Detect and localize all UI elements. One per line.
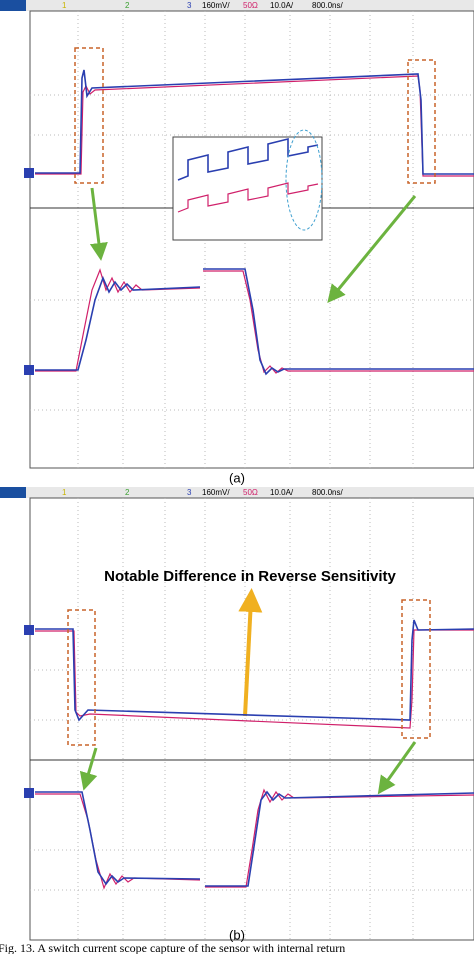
ch-marker	[24, 365, 34, 375]
highlight-box	[67, 609, 96, 746]
header-bar	[0, 487, 474, 498]
panel-label: (b)	[229, 927, 245, 942]
highlight-box	[401, 599, 431, 739]
arrow	[327, 195, 417, 303]
ch-marker	[24, 788, 34, 798]
ch-marker	[24, 625, 34, 635]
trace-red	[35, 629, 474, 729]
zoom-trace-blue	[205, 790, 474, 887]
ch3: 3	[187, 1, 192, 10]
zoom-trace-red	[205, 788, 474, 888]
screen	[29, 497, 474, 941]
ch2: 2	[125, 488, 130, 497]
inset-part	[177, 182, 319, 213]
arrow	[377, 741, 417, 795]
scale: 160mV/	[202, 488, 230, 497]
annotation: Notable Difference in Reverse Sensitivit…	[104, 568, 396, 585]
panel-a: 1 2 3 160mV/ 50Ω 10.0A/ 800.0ns/	[0, 0, 474, 485]
impedance: 50Ω	[243, 1, 258, 10]
inset	[172, 129, 323, 241]
scale: 10.0A/	[270, 1, 294, 10]
ch3: 3	[187, 488, 192, 497]
ch-marker	[24, 168, 34, 178]
caption: Fig. 13. A switch current scope capture …	[0, 941, 345, 954]
scale: 160mV/	[202, 1, 230, 10]
arrow	[89, 187, 108, 261]
ch1: 1	[62, 1, 67, 10]
timebase: 800.0ns/	[312, 1, 343, 10]
panel-b: 1 2 3 160mV/ 50Ω 10.0A/ 800.0ns/ Notable…	[0, 487, 474, 942]
scale: 10.0A/	[270, 488, 294, 497]
trace-blue	[35, 69, 474, 175]
header-bar	[0, 0, 474, 11]
inset-part	[285, 129, 323, 231]
zoom-trace-blue	[35, 275, 201, 371]
run-tag	[0, 0, 26, 11]
highlight-box	[407, 59, 436, 184]
arrow	[238, 588, 263, 717]
trace-blue	[35, 619, 474, 722]
timebase: 800.0ns/	[312, 488, 343, 497]
zoom-trace-red	[35, 268, 201, 372]
arrow	[79, 747, 98, 791]
zoom-trace-blue	[35, 791, 201, 886]
inset-part	[177, 137, 319, 181]
panel-label: (a)	[229, 470, 245, 485]
impedance: 50Ω	[243, 488, 258, 497]
zoom-trace-blue	[203, 268, 474, 376]
run-tag	[0, 487, 26, 498]
highlight-box	[74, 47, 104, 184]
ch2: 2	[125, 1, 130, 10]
ch1: 1	[62, 488, 67, 497]
